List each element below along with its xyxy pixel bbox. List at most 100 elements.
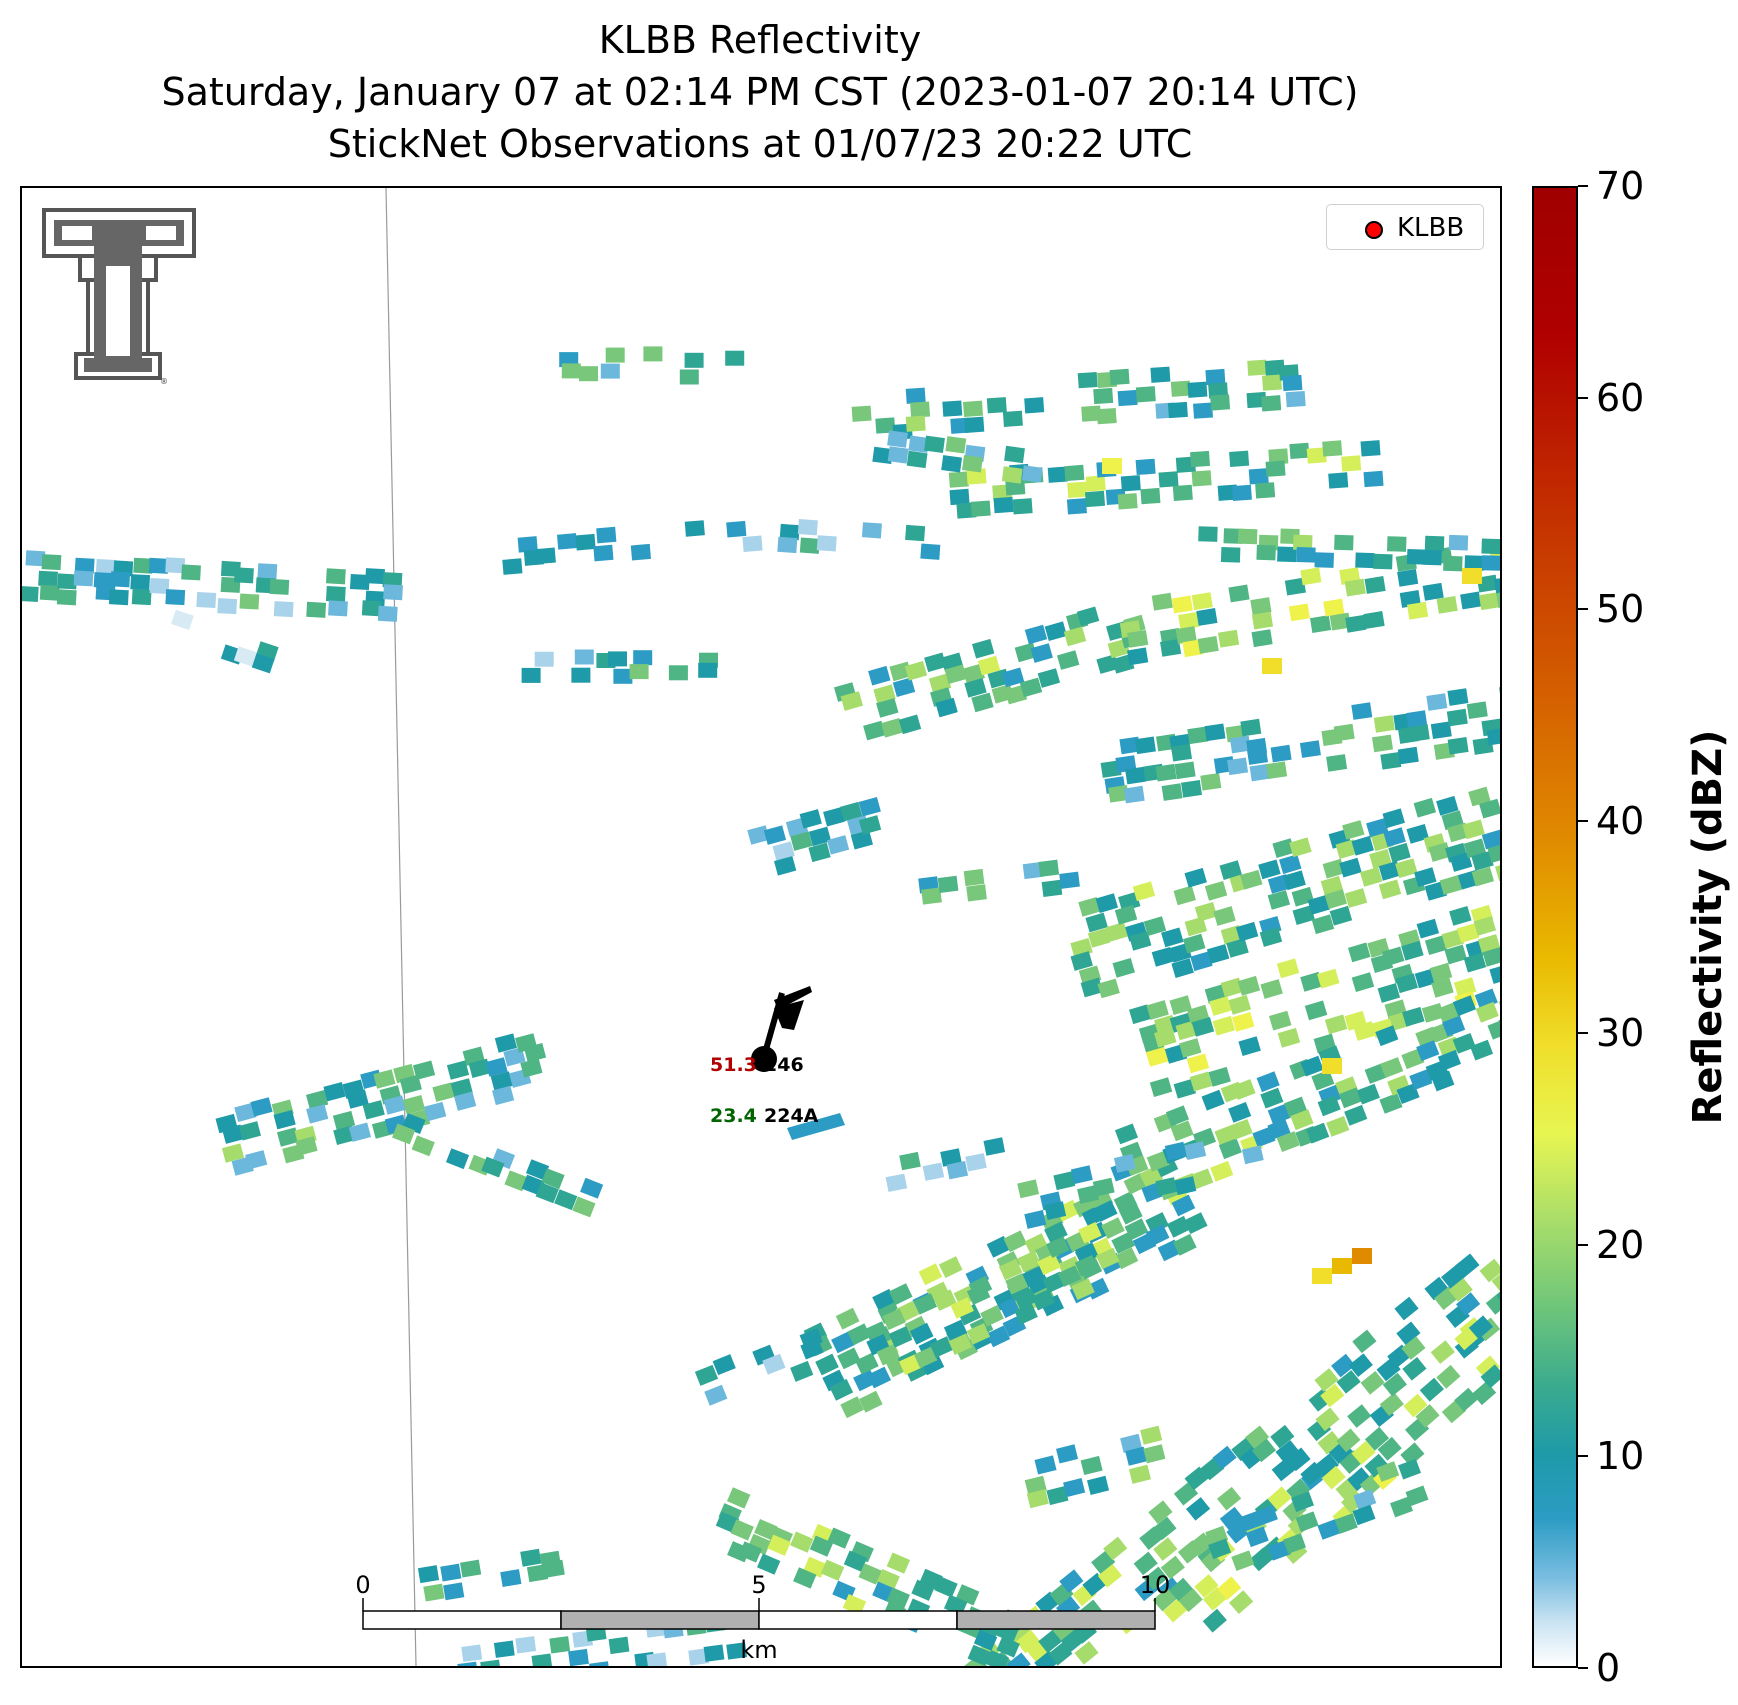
reflectivity-cell: [1024, 397, 1045, 414]
reflectivity-cell: [1460, 591, 1482, 610]
colorbar-tick-mark: [1578, 396, 1588, 399]
reflectivity-cell: [1290, 1491, 1315, 1512]
reflectivity-cell: [1085, 912, 1108, 933]
reflectivity-cell: [888, 1283, 913, 1306]
reflectivity-cell: [1441, 929, 1465, 949]
reflectivity-cell: [1267, 1486, 1292, 1511]
reflectivity-cell: [1167, 401, 1188, 419]
reflectivity-cell: [1184, 867, 1207, 888]
reflectivity-cell: [1283, 870, 1306, 891]
reflectivity-cell: [1080, 977, 1104, 998]
reflectivity-cell: [1336, 1428, 1361, 1453]
reflectivity-cell: [1178, 611, 1200, 630]
reflectivity-cell: [1152, 1587, 1177, 1612]
reflectivity-cell: [1269, 1010, 1292, 1031]
reflectivity-cell: [361, 600, 382, 617]
reflectivity-cell: [491, 1085, 515, 1106]
reflectivity-cell: [250, 1097, 273, 1117]
reflectivity-cell: [1375, 1025, 1399, 1047]
reflectivity-cell: [1251, 611, 1274, 630]
radar-map[interactable]: 51.3 246 23.4 224A 0 5 10 km: [20, 186, 1502, 1668]
reflectivity-cell: [1489, 964, 1500, 984]
reflectivity-cell: [1210, 1160, 1234, 1182]
reflectivity-cell: [1080, 1455, 1103, 1476]
reflectivity-cell: [493, 1640, 515, 1658]
reflectivity-cell: [1267, 1118, 1291, 1140]
reflectivity-cell-high: [1352, 1248, 1372, 1264]
reflectivity-cell: [1118, 891, 1141, 912]
reflectivity-cell: [756, 1553, 781, 1575]
reflectivity-cell: [1345, 614, 1367, 633]
reflectivity-cell: [520, 1058, 543, 1078]
reflectivity-cell: [1378, 879, 1402, 900]
reflectivity-cell: [1315, 1407, 1340, 1432]
reflectivity-cell: [688, 1648, 710, 1666]
reflectivity-cell: [1300, 1461, 1325, 1486]
reflectivity-cell: [74, 557, 95, 574]
reflectivity-cell: [1351, 702, 1373, 720]
reflectivity-cell: [948, 1333, 972, 1355]
reflectivity-cell: [461, 1644, 483, 1662]
reflectivity-cell: [1038, 859, 1060, 877]
reflectivity-cell: [966, 1283, 991, 1305]
reflectivity-cell: [754, 1519, 778, 1541]
reflectivity-cell: [1356, 1083, 1380, 1105]
scale-bar: 0 5 10 km: [355, 1571, 1170, 1664]
reflectivity-cell: [1175, 1020, 1198, 1041]
reflectivity-cell: [1204, 723, 1226, 742]
reflectivity-cell: [572, 1196, 596, 1218]
reflectivity-cell: [348, 1122, 372, 1142]
colorbar-tick-label: 10: [1596, 1434, 1645, 1479]
reflectivity-cell: [399, 1074, 422, 1095]
reflectivity-cell: [1300, 567, 1322, 586]
reflectivity-cell: [1333, 723, 1355, 742]
reflectivity-cell: [1339, 857, 1362, 878]
station-observation[interactable]: [751, 986, 845, 1140]
reflectivity-cell: [694, 1364, 719, 1386]
reflectivity-cell: [1186, 1497, 1211, 1521]
reflectivity-cell: [948, 471, 969, 488]
reflectivity-cell: [295, 1136, 318, 1156]
klbb-marker-icon: [1365, 221, 1383, 239]
reflectivity-cell: [596, 526, 617, 544]
title-line-2: Saturday, January 07 at 02:14 PM CST (20…: [161, 70, 1359, 114]
reflectivity-cell: [1074, 1254, 1099, 1277]
reflectivity-cell: [1352, 1504, 1376, 1526]
reflectivity-cell: [1286, 1478, 1311, 1503]
reflectivity-cell: [1194, 901, 1218, 922]
reflectivity-cell: [443, 1582, 465, 1601]
reflectivity-cell: [1256, 1071, 1280, 1093]
reflectivity-cell: [1170, 380, 1191, 397]
reflectivity-cell: [905, 524, 926, 542]
reflectivity-cell: [797, 518, 818, 536]
reflectivity-cell: [559, 352, 579, 368]
reflectivity-cell: [613, 668, 633, 684]
reflectivity-cell: [468, 1058, 491, 1078]
reflectivity-cell: [589, 1661, 610, 1666]
reflectivity-cell: [1364, 1453, 1389, 1478]
reflectivity-cell: [1238, 1511, 1262, 1532]
reflectivity-cell: [1494, 861, 1500, 882]
reflectivity-cell: [808, 842, 831, 863]
reflectivity-cell: [887, 446, 909, 464]
reflectivity-cell: [1344, 888, 1368, 908]
reflectivity-cell: [962, 663, 985, 684]
reflectivity-cell: [382, 572, 403, 589]
double-t-logo-icon: ®: [42, 208, 196, 386]
reflectivity-cell: [526, 1564, 549, 1583]
reflectivity-cell: [1499, 684, 1500, 703]
wind-barb-flag: [774, 986, 812, 1010]
reflectivity-cell: [1288, 603, 1310, 622]
reflectivity-cell: [643, 346, 663, 362]
reflectivity-cell: [905, 415, 926, 432]
reflectivity-cell: [1187, 726, 1209, 745]
reflectivity-cell: [554, 1189, 578, 1211]
reflectivity-cell: [1015, 1629, 1041, 1654]
reflectivity-cell: [1336, 1370, 1361, 1394]
reflectivity-cell: [346, 1089, 369, 1109]
reflectivity-cell: [1140, 487, 1161, 505]
reflectivity-cell: [1396, 1321, 1421, 1346]
colorbar-tick-mark: [1578, 185, 1588, 187]
reflectivity-cell: [1456, 1292, 1481, 1316]
reflectivity-cell: [1155, 1177, 1178, 1196]
